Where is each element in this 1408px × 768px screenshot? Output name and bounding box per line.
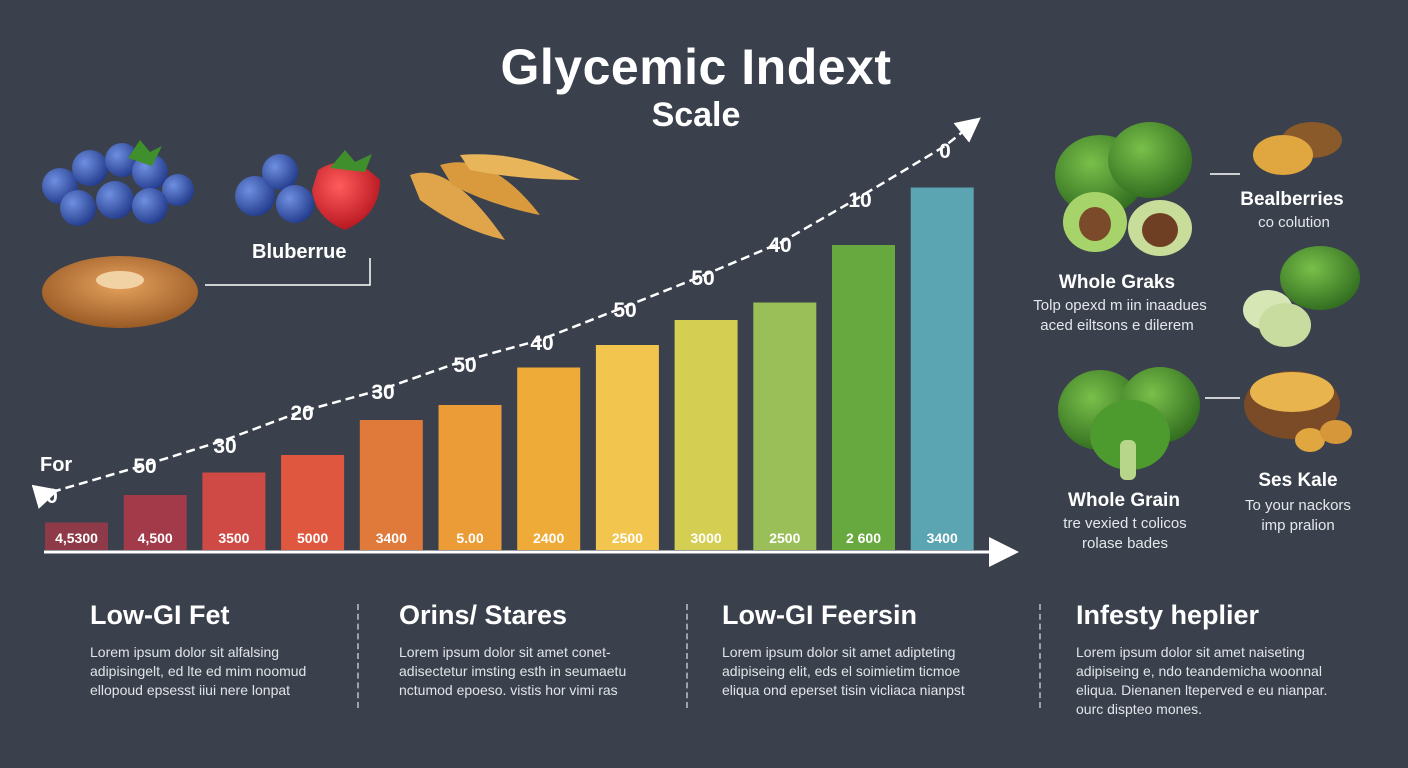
food-name-2: Whole Graks <box>1059 272 1175 293</box>
info-column-2-title: Orins/ Stares <box>399 600 568 630</box>
info-column-2-line-2: adisectetur imsting esth in seumaetu <box>399 663 627 679</box>
bar-label-2: 4,500 <box>138 530 173 546</box>
trend-label-7: 40 <box>530 332 553 355</box>
bar-label-6: 5.00 <box>456 530 483 546</box>
kale-illustration <box>1058 367 1200 480</box>
info-column-3-line-1: Lorem ipsum dolor sit amet adipteting <box>722 644 956 660</box>
trend-labels: 0 50 30 20 30 50 40 50 50 40 10 0 For <box>40 140 951 508</box>
blueberries-illustration <box>42 140 194 226</box>
info-column-4-line-1: Lorem ipsum dolor sit amet naiseting <box>1076 644 1305 660</box>
bar-label-11: 2 600 <box>846 530 881 546</box>
info-column-2: Orins/ Stares Lorem ipsum dolor sit amet… <box>399 600 689 700</box>
info-column-2-line-3: nctumod epoeso. vistis hor vimi ras <box>399 682 618 698</box>
bar-label-5: 3400 <box>376 530 407 546</box>
bar-12 <box>910 187 974 550</box>
bar-label-10: 2500 <box>769 530 800 546</box>
page-subtitle: Scale <box>651 96 741 134</box>
food-desc-2-line-2: aced eiltsons e dilerem <box>1040 317 1193 334</box>
column-divider-1 <box>357 604 359 708</box>
bar-9 <box>674 320 738 550</box>
bagel-illustration <box>42 256 198 328</box>
bar-8 <box>595 345 659 550</box>
bar-7 <box>517 367 581 550</box>
food-name-4: Ses Kale <box>1258 470 1337 491</box>
wheat-illustration <box>410 154 580 240</box>
bar-label-9: 3000 <box>691 530 722 546</box>
trend-label-12: 0 <box>939 140 951 163</box>
info-column-4-line-2: adipiseing e, ndo teandemicha woonnal <box>1076 663 1322 679</box>
trend-label-10: 40 <box>768 234 791 257</box>
page-title: Glycemic Indext <box>500 39 892 95</box>
bar-value-labels: 4,5300 4,500 3500 5000 3400 5.00 2400 2500 3000 2… <box>55 530 958 546</box>
food-desc-3-line-2: rolase bades <box>1082 535 1168 552</box>
info-column-2-text: Lorem ipsum dolor sit amet conet- adisec… <box>399 643 689 700</box>
food-desc-4-line-2: imp pralion <box>1261 517 1334 534</box>
trend-label-5: 30 <box>371 381 394 404</box>
trend-label-9: 50 <box>691 267 714 290</box>
trend-line <box>31 117 981 509</box>
info-column-1: Low-GI Fet Lorem ipsum dolor sit alfalsi… <box>90 600 380 700</box>
bar-label-4: 5000 <box>297 530 328 546</box>
kale-green-illustration <box>1243 246 1360 347</box>
bar-label-7: 2400 <box>533 530 564 546</box>
mixed-berries-illustration <box>235 150 380 230</box>
food-desc-3-line-1: tre vexied t colicos <box>1063 515 1186 532</box>
trend-label-6: 50 <box>453 354 476 377</box>
info-column-3-line-3: eliqua ond eperset tisin vicliaca nianps… <box>722 682 965 698</box>
trend-label-8: 50 <box>613 299 636 322</box>
food-label-left-connector <box>205 258 371 286</box>
info-column-1-line-2: adipisingelt, ed lte ed mim noomud <box>90 663 307 679</box>
bar-label-8: 2500 <box>612 530 643 546</box>
trend-start-label: For <box>40 454 72 476</box>
info-column-3-line-2: adipiseing elit, eds el soimietim ticmoe <box>722 663 961 679</box>
bar-label-3: 3500 <box>218 530 249 546</box>
food-name-3: Whole Grain <box>1068 490 1180 511</box>
column-divider-2 <box>686 604 688 708</box>
info-column-1-title: Low-GI Fet <box>90 600 230 630</box>
column-divider-3 <box>1039 604 1041 708</box>
trend-label-11: 10 <box>848 189 871 212</box>
info-column-4-line-3: eliqua. Dienanen lteperved e eu nianpar. <box>1076 682 1328 698</box>
bar-11 <box>832 245 895 550</box>
bar-label-1: 4,5300 <box>55 530 98 546</box>
trend-label-4: 20 <box>290 402 313 425</box>
trend-label-2: 50 <box>133 455 156 478</box>
info-column-2-line-1: Lorem ipsum dolor sit amet conet- <box>399 644 611 660</box>
bar-label-12: 3400 <box>927 530 958 546</box>
bar-6 <box>438 405 502 550</box>
trend-label-1: 0 <box>46 485 58 508</box>
info-column-4-line-4: ourc dispteo mones. <box>1076 701 1203 717</box>
info-column-3-text: Lorem ipsum dolor sit amet adipteting ad… <box>722 643 1012 700</box>
bar-1 <box>45 522 108 550</box>
bar-series <box>45 187 974 550</box>
food-desc-1-line-1: co colution <box>1258 214 1330 231</box>
info-column-1-line-1: Lorem ipsum dolor sit alfalsing <box>90 644 280 660</box>
avocado-spinach-illustration <box>1055 122 1192 256</box>
trend-label-3: 30 <box>213 435 236 458</box>
info-column-4-text: Lorem ipsum dolor sit amet naiseting adi… <box>1076 643 1366 719</box>
food-desc-2-line-1: Tolp opexd m iin inaadues <box>1033 297 1206 314</box>
info-column-1-line-3: ellopoud epsesst iiui nere lonpat <box>90 682 291 698</box>
hummus-bowl-illustration <box>1244 371 1352 452</box>
food-name-1: Bealberries <box>1240 189 1344 210</box>
bar-10 <box>753 302 817 550</box>
food-desc-4-line-1: To your nackors <box>1245 497 1351 514</box>
bar-chart: 4,5300 4,500 3500 5000 3400 5.00 2400 2500 3000 2… <box>31 117 1019 567</box>
info-column-3-title: Low-GI Feersin <box>722 600 918 630</box>
info-column-3: Low-GI Feersin Lorem ipsum dolor sit ame… <box>722 600 1012 700</box>
info-column-4: Infesty heplier Lorem ipsum dolor sit am… <box>1076 600 1366 719</box>
nuts-illustration <box>1253 122 1342 175</box>
food-label-left: Bluberrue <box>252 241 346 263</box>
info-column-1-text: Lorem ipsum dolor sit alfalsing adipisin… <box>90 643 380 700</box>
info-column-4-title: Infesty heplier <box>1076 600 1260 630</box>
